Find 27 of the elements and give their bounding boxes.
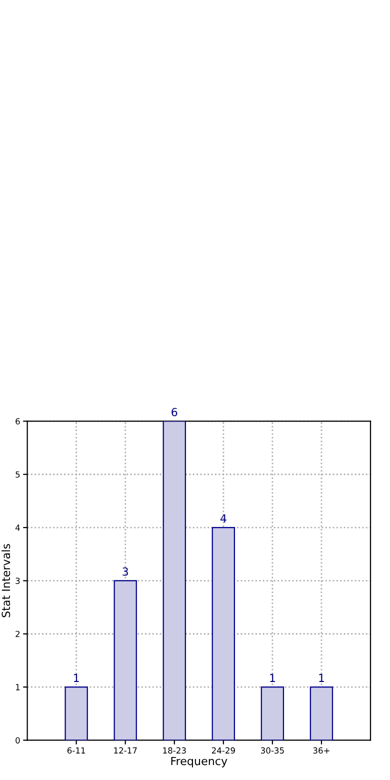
y-tick-label: 6 bbox=[16, 418, 20, 424]
data-label: 3 bbox=[122, 567, 128, 576]
data-label: 1 bbox=[319, 674, 324, 682]
y-tick-label: 0 bbox=[16, 737, 20, 744]
y-tick-label: 2 bbox=[16, 630, 20, 638]
bar bbox=[260, 686, 284, 740]
bar bbox=[162, 421, 186, 740]
data-label: 1 bbox=[270, 674, 275, 682]
y-tick-label: 1 bbox=[16, 684, 20, 690]
bar bbox=[64, 686, 88, 740]
data-label: 1 bbox=[74, 674, 79, 682]
data-label: 4 bbox=[220, 514, 226, 522]
x-tick-label: 18-23 bbox=[163, 747, 186, 754]
bar bbox=[212, 526, 235, 740]
x-axis-title: Frequency bbox=[171, 756, 228, 768]
y-axis-title: Stat Intervals bbox=[2, 544, 10, 618]
bar bbox=[310, 686, 334, 740]
y-tick-label: 5 bbox=[16, 471, 20, 478]
x-tick-label: 36+ bbox=[313, 747, 330, 754]
x-tick-label: 30-35 bbox=[260, 747, 284, 754]
bar bbox=[114, 580, 137, 740]
y-tick-label: 4 bbox=[15, 524, 20, 531]
x-tick-label: 6-11 bbox=[67, 747, 86, 754]
x-tick-label: 24-29 bbox=[212, 747, 235, 754]
data-label: 6 bbox=[172, 408, 178, 416]
y-tick-label: 3 bbox=[16, 578, 20, 584]
x-tick-label: 12-17 bbox=[114, 747, 137, 754]
